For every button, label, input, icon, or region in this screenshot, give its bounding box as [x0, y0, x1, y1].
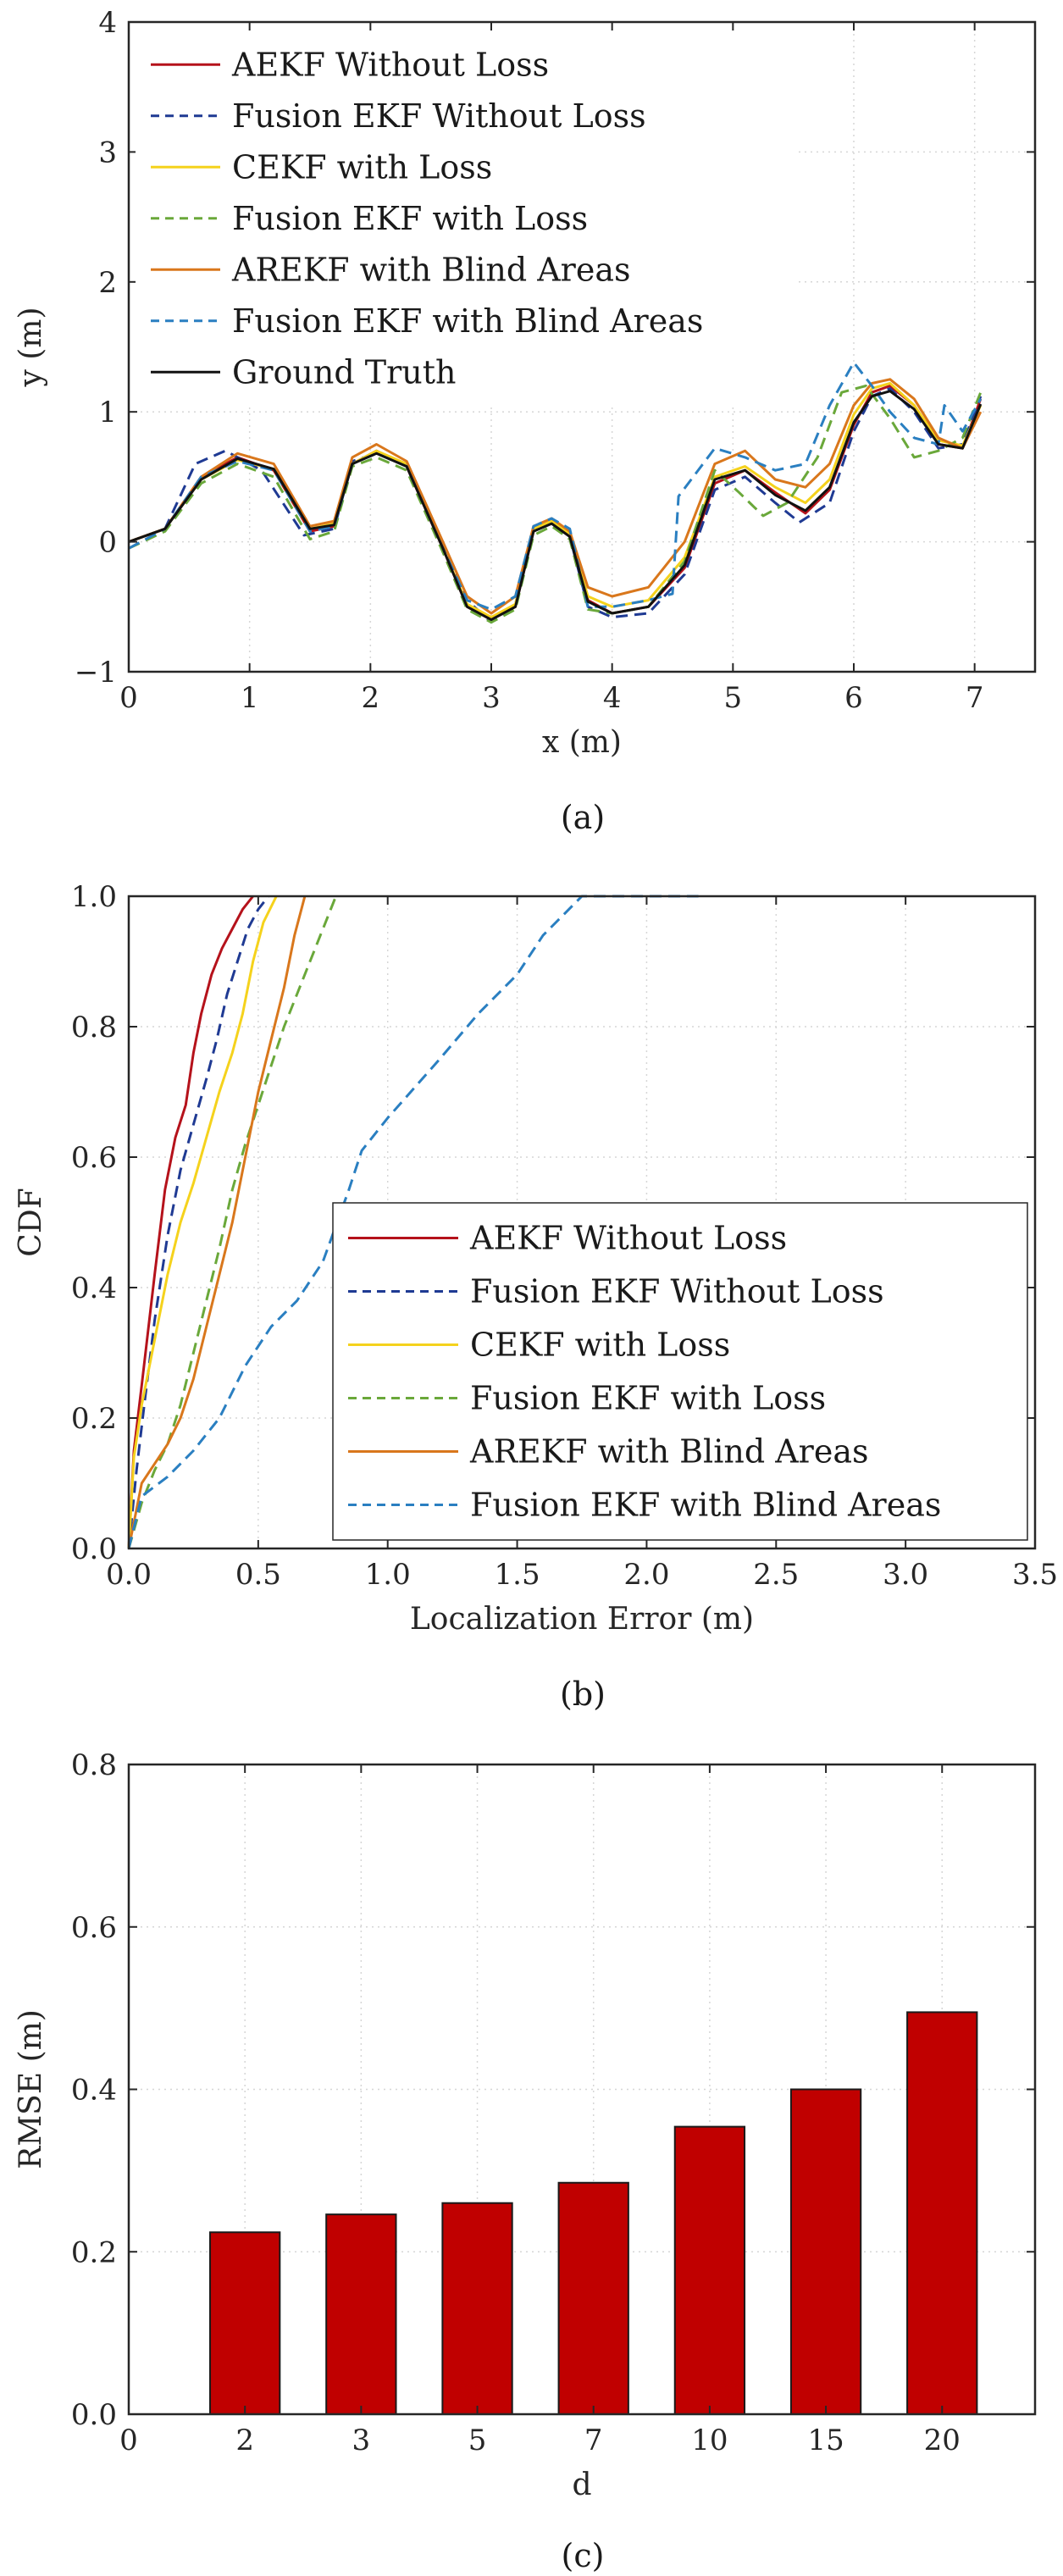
bar — [789, 2088, 862, 2415]
y-axis-label: y (m) — [14, 307, 48, 387]
legend-label: AREKF with Blind Areas — [469, 1433, 869, 1471]
legend-label: Fusion EKF Without Loss — [232, 97, 646, 135]
x-tick-label: 2.0 — [623, 1558, 669, 1592]
x-tick-label: 3.5 — [1012, 1558, 1058, 1592]
y-tick-label: 2 — [98, 266, 117, 300]
bar — [441, 2202, 513, 2416]
legend-label: Fusion EKF with Loss — [470, 1380, 826, 1417]
x-tick-label: 0.5 — [235, 1558, 281, 1592]
series-line — [127, 895, 278, 1549]
y-axis-label: RMSE (m) — [14, 2009, 48, 2169]
figure-caption: (b) — [560, 1676, 606, 1713]
legend-label: AREKF with Blind Areas — [231, 251, 631, 288]
y-axis-label: CDF — [14, 1188, 48, 1256]
x-tick-label: 20 — [924, 2424, 961, 2457]
plot-frame — [127, 20, 1037, 673]
series-line — [128, 385, 983, 624]
x-tick-label: 5 — [724, 681, 743, 715]
y-tick-label: 0.2 — [71, 2235, 117, 2269]
y-tick-label: 0.2 — [71, 1402, 117, 1436]
chart-1: 0.0 0.5 1.0 1.5 2.0 2.5 3.0 3.5 0.0 0.2 0.4 0.6 0.8 1… — [14, 880, 1058, 1713]
x-tick-label: 4 — [603, 681, 622, 715]
y-tick-label: 0.4 — [71, 2074, 117, 2108]
y-tick-label: 0 — [98, 526, 117, 560]
legend-label: Fusion EKF with Blind Areas — [232, 302, 703, 340]
y-tick-label: 0.6 — [71, 1141, 117, 1175]
x-axis-label: d — [572, 2468, 591, 2502]
x-tick-label: 7 — [966, 681, 984, 715]
y-tick-label: 1 — [98, 396, 117, 429]
x-axis-label: x (m) — [542, 725, 622, 760]
y-tick-label: 0.8 — [71, 1748, 117, 1782]
bar — [557, 2181, 629, 2416]
series-line — [127, 895, 307, 1549]
x-tick-label: 6 — [844, 681, 863, 715]
figure-caption: (c) — [562, 2537, 605, 2574]
legend-label: Fusion EKF with Blind Areas — [470, 1487, 941, 1524]
plot-frame — [127, 895, 1037, 1550]
x-axis-label: Localization Error (m) — [410, 1602, 754, 1637]
x-tick-label: 0.0 — [106, 1558, 152, 1592]
legend-label: AEKF Without Loss — [231, 46, 549, 83]
series-line — [128, 385, 983, 622]
x-tick-label: 10 — [691, 2424, 728, 2457]
x-tick-label: 15 — [807, 2424, 844, 2457]
chart-2: 0 2 3 5 7 10 15 20 0.0 0.2 0.4 0.6 0.8 d RMSE (m) (c) — [14, 1748, 1037, 2574]
legend-box — [136, 30, 796, 407]
bar — [325, 2213, 397, 2415]
x-tick-label: 3.0 — [883, 1558, 928, 1592]
x-tick-label: 2 — [362, 681, 380, 715]
legend-label: CEKF with Loss — [470, 1327, 730, 1364]
series-line — [127, 895, 254, 1549]
x-tick-label: 1 — [241, 681, 259, 715]
bar — [906, 2011, 978, 2415]
series-line — [127, 895, 270, 1549]
y-tick-label: 0.4 — [71, 1271, 117, 1305]
bar — [209, 2231, 281, 2415]
x-tick-label: 3 — [352, 2424, 371, 2457]
legend-box — [332, 1202, 1028, 1541]
y-tick-label: 0.0 — [71, 1532, 117, 1566]
y-tick-label: 1.0 — [71, 880, 117, 914]
figure-caption: (a) — [561, 799, 605, 836]
x-tick-label: 0 — [119, 681, 138, 715]
y-tick-label: 0.8 — [71, 1011, 117, 1044]
x-tick-label: 2 — [235, 2424, 254, 2457]
x-tick-label: 7 — [584, 2424, 603, 2457]
bar — [673, 2125, 746, 2416]
y-tick-label: 0.0 — [71, 2398, 117, 2432]
y-tick-label: 3 — [98, 136, 117, 169]
y-tick-label: 0.6 — [71, 1911, 117, 1945]
legend-label: Fusion EKF Without Loss — [470, 1273, 884, 1310]
legend-label: Ground Truth — [232, 353, 456, 391]
x-tick-label: 1.5 — [495, 1558, 540, 1592]
legend: AEKF Without Loss Fusion EKF Without Loss… — [332, 1202, 1028, 1541]
series-line — [127, 895, 699, 1549]
x-tick-label: 2.5 — [753, 1558, 799, 1592]
x-tick-label: 0 — [119, 2424, 138, 2457]
x-tick-label: 5 — [468, 2424, 487, 2457]
y-tick-label: −1 — [75, 656, 117, 690]
series-line — [128, 390, 983, 622]
series-line — [128, 382, 983, 619]
legend-label: Fusion EKF with Loss — [232, 200, 588, 237]
x-tick-label: 3 — [482, 681, 501, 715]
x-tick-label: 1.0 — [365, 1558, 411, 1592]
legend: AEKF Without Loss Fusion EKF Without Loss… — [136, 30, 796, 407]
legend-label: CEKF with Loss — [232, 148, 492, 186]
y-tick-label: 4 — [98, 6, 117, 40]
legend-label: AEKF Without Loss — [469, 1220, 787, 1257]
